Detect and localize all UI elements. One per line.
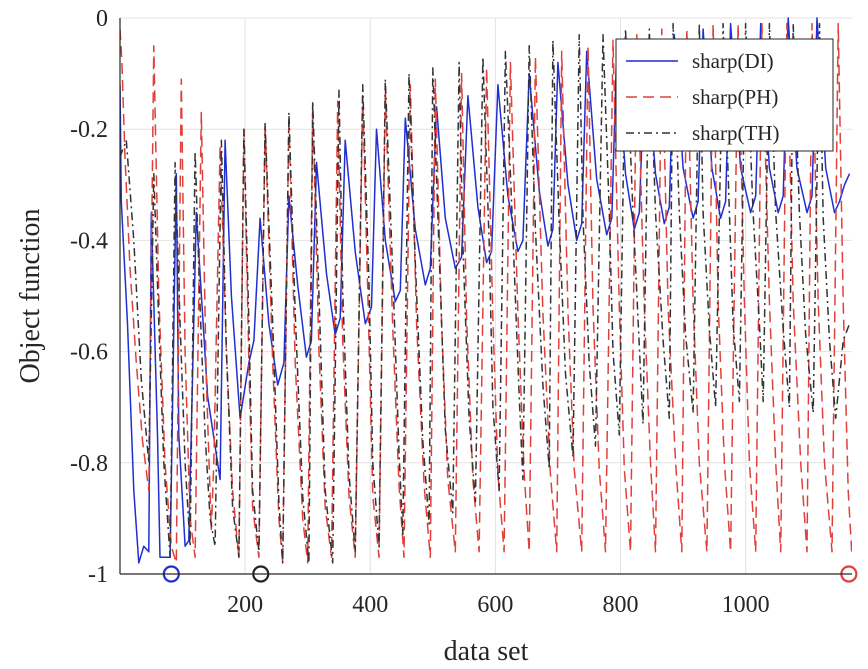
legend-label-2: sharp(TH) — [692, 121, 779, 145]
y-tick-label: 0 — [96, 6, 108, 32]
y-axis-label: Object function — [15, 209, 46, 384]
legend: sharp(DI) sharp(PH) sharp(TH) — [615, 38, 834, 152]
y-tick-label: -1 — [88, 562, 108, 588]
x-tick-label: 800 — [603, 592, 639, 618]
x-tick-label: 400 — [352, 592, 388, 618]
legend-box — [615, 38, 834, 152]
y-tick-label: -0.4 — [70, 228, 108, 254]
legend-label-0: sharp(DI) — [692, 49, 774, 73]
x-tick-label: 1000 — [722, 592, 770, 618]
y-tick-label: -0.8 — [70, 451, 108, 477]
x-tick-label: 200 — [227, 592, 263, 618]
legend-label-1: sharp(PH) — [692, 85, 778, 109]
axes — [119, 18, 852, 575]
series-line-1 — [120, 22, 852, 564]
x-axis-label: data set — [444, 636, 529, 667]
y-tick-label: -0.6 — [70, 340, 108, 366]
x-tick-label: 600 — [477, 592, 513, 618]
tick-labels: 200 400 600 800 1000 0 -0.2 -0.4 -0.6 -0.8 -1 — [70, 6, 770, 618]
y-tick-label: -0.2 — [70, 117, 108, 143]
